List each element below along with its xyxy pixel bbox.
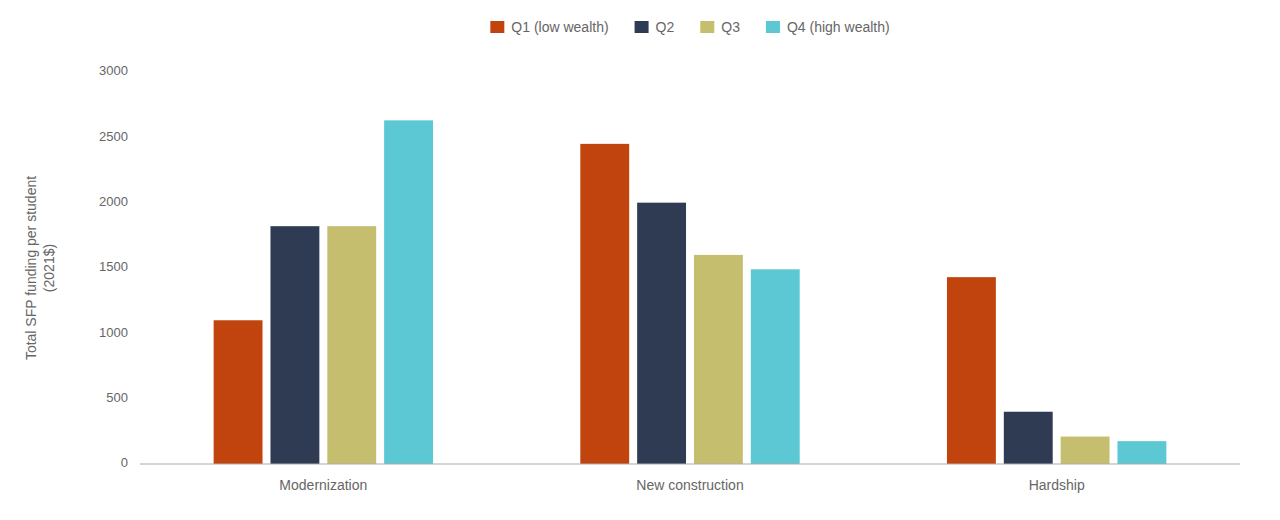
legend-label: Q4 (high wealth)	[787, 19, 890, 35]
legend: Q1 (low wealth) Q2 Q3 Q4 (high wealth)	[490, 19, 889, 35]
legend-item: Q1 (low wealth)	[490, 19, 608, 35]
legend-item: Q2	[635, 19, 675, 35]
legend-label: Q1 (low wealth)	[511, 19, 608, 35]
bar	[1061, 437, 1110, 464]
y-tick-label: 2500	[99, 129, 128, 144]
x-tick-label: Modernization	[279, 477, 367, 493]
chart-svg: Modernization New construction Hardship 0 50…	[0, 0, 1280, 520]
bar	[1004, 412, 1053, 464]
bar	[947, 277, 996, 464]
y-tick-label: 500	[106, 390, 128, 405]
bar	[1117, 441, 1166, 464]
bar	[580, 144, 629, 464]
chart-container: Modernization New construction Hardship 0 50…	[0, 0, 1280, 520]
legend-item: Q3	[700, 19, 740, 35]
bar	[327, 226, 376, 464]
x-tick-label: Hardship	[1029, 477, 1085, 493]
legend-swatch	[766, 21, 780, 33]
bar	[751, 269, 800, 464]
y-tick-label: 1500	[99, 259, 128, 274]
x-axis-line	[140, 464, 1240, 465]
y-tick-label: 3000	[99, 63, 128, 78]
bar	[270, 226, 319, 464]
y-axis-label: Total SFP funding per student(2021$)	[23, 176, 57, 360]
y-axis-label-line: Total SFP funding per student	[23, 176, 39, 360]
legend-swatch	[635, 21, 649, 33]
legend-swatch	[700, 21, 714, 33]
y-tick-label: 2000	[99, 194, 128, 209]
x-tick-label: New construction	[636, 477, 743, 493]
legend-label: Q3	[721, 19, 740, 35]
bar	[384, 120, 433, 464]
bar	[637, 203, 686, 464]
y-tick-label: 1000	[99, 325, 128, 340]
bars	[214, 120, 1167, 464]
y-tick-label: 0	[121, 455, 128, 470]
legend-item: Q4 (high wealth)	[766, 19, 890, 35]
legend-swatch	[490, 21, 504, 33]
legend-label: Q2	[656, 19, 675, 35]
bar	[214, 320, 263, 464]
y-axis-label-line: (2021$)	[41, 244, 57, 292]
bar	[694, 255, 743, 464]
